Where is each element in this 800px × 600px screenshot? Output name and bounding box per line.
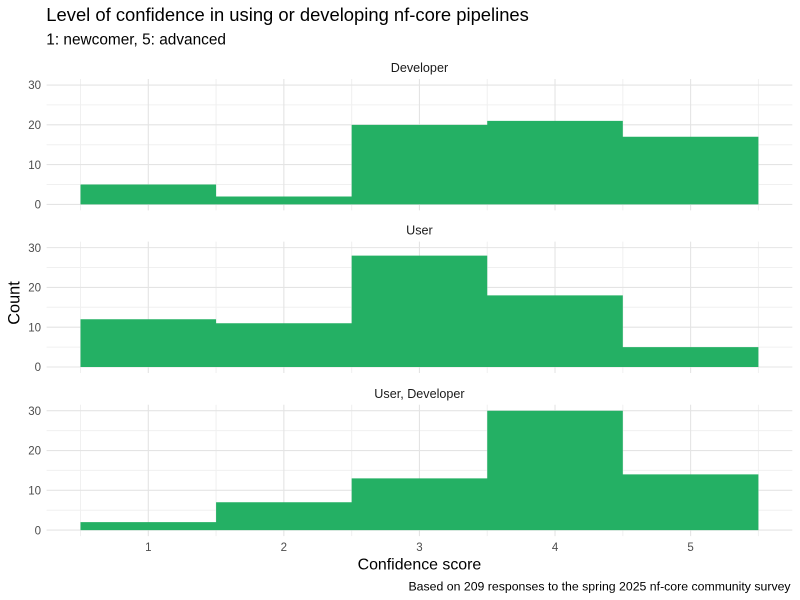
- svg-text:20: 20: [28, 283, 41, 295]
- svg-text:30: 30: [28, 406, 41, 418]
- svg-text:0: 0: [35, 525, 41, 537]
- svg-text:Based on 209 responses to the: Based on 209 responses to the spring 202…: [408, 579, 791, 593]
- svg-text:20: 20: [28, 120, 41, 132]
- svg-text:Level of confidence in using o: Level of confidence in using or developi…: [46, 4, 529, 25]
- svg-text:1: newcomer, 5: advanced: 1: newcomer, 5: advanced: [46, 32, 226, 49]
- svg-text:User, Developer: User, Developer: [374, 387, 464, 401]
- svg-text:5: 5: [687, 542, 693, 554]
- svg-text:10: 10: [28, 486, 41, 498]
- svg-text:3: 3: [416, 542, 422, 554]
- svg-text:Confidence score: Confidence score: [358, 556, 482, 573]
- svg-text:30: 30: [28, 243, 41, 255]
- svg-text:Developer: Developer: [391, 61, 448, 75]
- svg-text:10: 10: [28, 160, 41, 172]
- svg-text:20: 20: [28, 446, 41, 458]
- svg-text:0: 0: [35, 362, 41, 374]
- svg-text:4: 4: [552, 542, 559, 554]
- svg-text:30: 30: [28, 80, 41, 92]
- svg-text:0: 0: [35, 200, 41, 212]
- svg-text:10: 10: [28, 322, 41, 334]
- svg-text:1: 1: [145, 542, 151, 554]
- svg-text:2: 2: [281, 542, 287, 554]
- svg-text:User: User: [406, 224, 433, 238]
- svg-text:Count: Count: [6, 281, 24, 325]
